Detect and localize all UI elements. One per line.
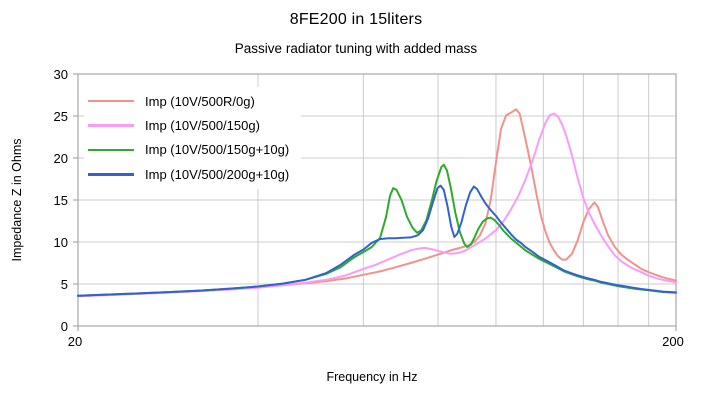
x-tick-label: 200: [662, 334, 684, 349]
legend-line-swatch: [88, 148, 134, 152]
y-tick-label: 0: [60, 318, 68, 334]
legend-item: Imp (10V/500/200g+10g): [88, 162, 289, 186]
y-tick-label: 15: [53, 192, 68, 208]
legend-label: Imp (10V/500/150g): [145, 118, 260, 134]
x-tick-label: 20: [67, 334, 83, 349]
legend-item: Imp (10V/500/150g): [88, 113, 289, 137]
y-tick-label: 30: [53, 66, 68, 82]
legend-item: Imp (10V/500R/0g): [88, 89, 289, 113]
legend-line-swatch: [88, 173, 134, 176]
legend-item: Imp (10V/500/150g+10g): [88, 138, 289, 162]
legend-label: Imp (10V/500R/0g): [145, 93, 255, 109]
x-axis-label: Frequency in Hz: [326, 370, 418, 384]
series-curve: [77, 184, 677, 297]
legend-label: Imp (10V/500/200g+10g): [145, 166, 290, 182]
series-curve: [77, 112, 677, 298]
legend: Imp (10V/500R/0g) Imp (10V/500/150g) Imp…: [84, 87, 302, 189]
series-curve: [77, 108, 677, 297]
chart-title: 8FE200 in 15liters: [289, 11, 423, 28]
y-tick-label: 25: [53, 108, 68, 124]
legend-line-swatch: [88, 99, 134, 103]
legend-label: Imp (10V/500/150g+10g): [145, 142, 290, 158]
legend-line-swatch: [88, 124, 134, 127]
chart-subtitle: Passive radiator tuning with added mass: [234, 41, 478, 56]
y-tick-label: 5: [60, 276, 68, 292]
y-tick-label: 10: [53, 234, 68, 250]
y-tick-label: 20: [53, 150, 68, 166]
